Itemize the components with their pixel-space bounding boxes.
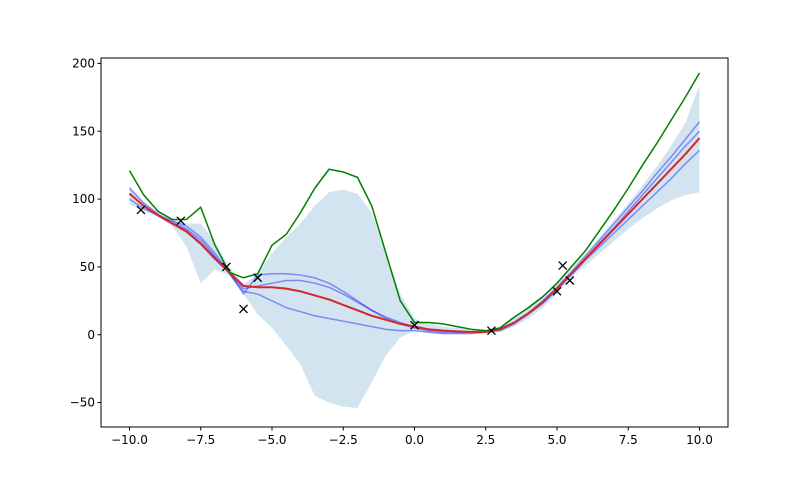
x-tick-label: −2.5 (329, 433, 358, 447)
point-stroke (558, 261, 568, 271)
point-stroke (136, 205, 146, 215)
x-tick-label: 5.0 (547, 433, 566, 447)
data-point (253, 273, 263, 283)
data-point (239, 304, 248, 314)
series-line (128, 137, 701, 334)
x-tick-label: 7.5 (619, 433, 638, 447)
confidence-band (129, 85, 700, 409)
data-point (221, 262, 231, 272)
point-stroke (253, 273, 263, 283)
data-point (486, 326, 496, 336)
plot-area (128, 72, 701, 409)
series-line (128, 72, 701, 332)
data-point (136, 205, 146, 215)
y-tick-label: 50 (80, 260, 95, 274)
y-tick-label: 150 (72, 124, 95, 138)
point-stroke (176, 216, 186, 226)
point-stroke (552, 286, 562, 296)
y-tick-label: −50 (70, 396, 95, 410)
point-stroke (486, 326, 496, 336)
x-tick-label: 2.5 (476, 433, 495, 447)
x-tick-label: 0.0 (405, 433, 424, 447)
data-point (565, 276, 575, 285)
x-tick-label: 10.0 (686, 433, 713, 447)
y-tick-label: 200 (72, 56, 95, 70)
point-stroke (410, 320, 419, 330)
x-tick-label: −10.0 (111, 433, 148, 447)
x-tick-label: −7.5 (186, 433, 215, 447)
y-tick-label: 100 (72, 192, 95, 206)
point-stroke (239, 304, 248, 314)
y-tick-label: 0 (87, 328, 95, 342)
series-line (129, 149, 701, 335)
data-point (176, 216, 186, 226)
point-stroke (221, 262, 231, 272)
data-point (558, 261, 568, 271)
x-tick-label: −5.0 (257, 433, 286, 447)
data-point (410, 320, 419, 330)
point-stroke (565, 276, 575, 285)
data-point (552, 286, 562, 296)
